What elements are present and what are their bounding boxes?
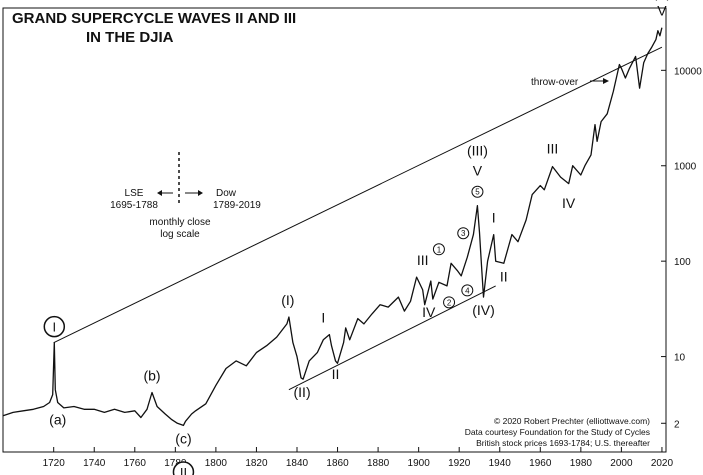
wave-label-circle [457,227,470,240]
x-tick-label: 1800 [205,458,228,469]
wave-label-circle [432,243,445,256]
x-tick-label: 1840 [286,458,309,469]
djia-line [2,27,663,427]
dow-years: 1789-2019 [213,200,261,211]
wave-label-circle [43,315,66,338]
djia-series [2,27,663,427]
wave-label: (V) [653,0,672,1]
wave-label: I [321,310,325,326]
wave-label: II [332,366,340,382]
title-mark-iii: III [284,10,297,27]
lse-years: 1695-1788 [110,200,158,211]
upper-trendline [53,46,663,344]
title-mark-ii: II [235,10,243,27]
throwover-label: throw-over [531,77,579,88]
wave-label: (II) [294,384,311,400]
wave-label: III [547,141,559,157]
x-tick-label: 1820 [245,458,268,469]
wave-label: 4 [465,286,470,295]
wave-labels: I(a)(b)(c)II(I)(II)IIIIIIIV12345V(III)(I… [43,0,672,475]
wave-label: 1 [437,245,442,254]
wave-label: (IV) [472,302,495,318]
y-tick-label: 10000 [674,66,702,77]
x-tick-label: 1880 [367,458,390,469]
chart-title: GRAND SUPERCYCLE WAVES II AND III [12,10,296,27]
wave-label: III [417,252,429,268]
plot-frame [2,7,667,453]
x-tick-label: 1940 [489,458,512,469]
wave-label: I [52,320,56,335]
wave-label: (c) [175,430,191,446]
throwover-arrowhead [603,78,609,84]
credit-line-3: British stock prices 1693-1784; U.S. the… [476,438,650,448]
dow-arrowhead [198,190,203,196]
wave-label: 3 [461,229,466,238]
trendlines [53,46,663,391]
monthly-close-note: monthly close [149,217,211,228]
wave-label: V [473,163,483,179]
x-tick-label: 1860 [326,458,349,469]
x-tick-label: 1900 [408,458,431,469]
wave-label: 5 [475,188,480,197]
wave-label-circle [461,284,474,297]
wave-label: IV [422,304,436,320]
x-tick-label: 2000 [610,458,633,469]
chart-title-line2: IN THE DJIA [86,29,174,46]
wave-label-circle [172,461,195,475]
chart-axes: 1720 1740 1760 1780 1800 1820 1840 1860 1880 1900… [2,7,702,469]
x-tick-label: 2020 [651,458,674,469]
wave-label: I [492,210,496,226]
lower-trendline [288,285,496,391]
log-scale-note: log scale [160,229,200,240]
credit-line-1: © 2020 Robert Prechter (elliottwave.com) [494,416,650,426]
x-tick-label: 1960 [529,458,552,469]
wave-label: (b) [143,368,160,384]
wave-label-circle [471,185,484,198]
wave-label: 2 [447,298,452,307]
y-tick-label: 100 [674,257,691,268]
wave-label: IV [562,195,576,211]
x-tick-label: 1720 [43,458,66,469]
y-tick-label: 1000 [674,162,697,173]
wave-label: (I) [281,292,294,308]
lse-arrowhead [157,190,162,196]
wave-label: (III) [467,143,488,159]
wave-label: (a) [49,411,66,427]
lse-label: LSE [125,188,144,199]
x-tick-label: 1920 [448,458,471,469]
wave-label: II [500,268,508,284]
x-tick-label: 1760 [124,458,147,469]
wave-label: V [657,3,667,19]
dow-label: Dow [216,188,237,199]
x-tick-label: 1780 [164,458,187,469]
y-tick-label: 10 [674,353,686,364]
y-tick-label: 2 [674,419,680,430]
wave-label-circle [443,296,456,309]
wave-label: II [180,465,187,475]
x-tick-label: 1740 [83,458,106,469]
credit-line-2: Data courtesy Foundation for the Study o… [465,427,650,437]
x-tick-label: 1980 [570,458,593,469]
